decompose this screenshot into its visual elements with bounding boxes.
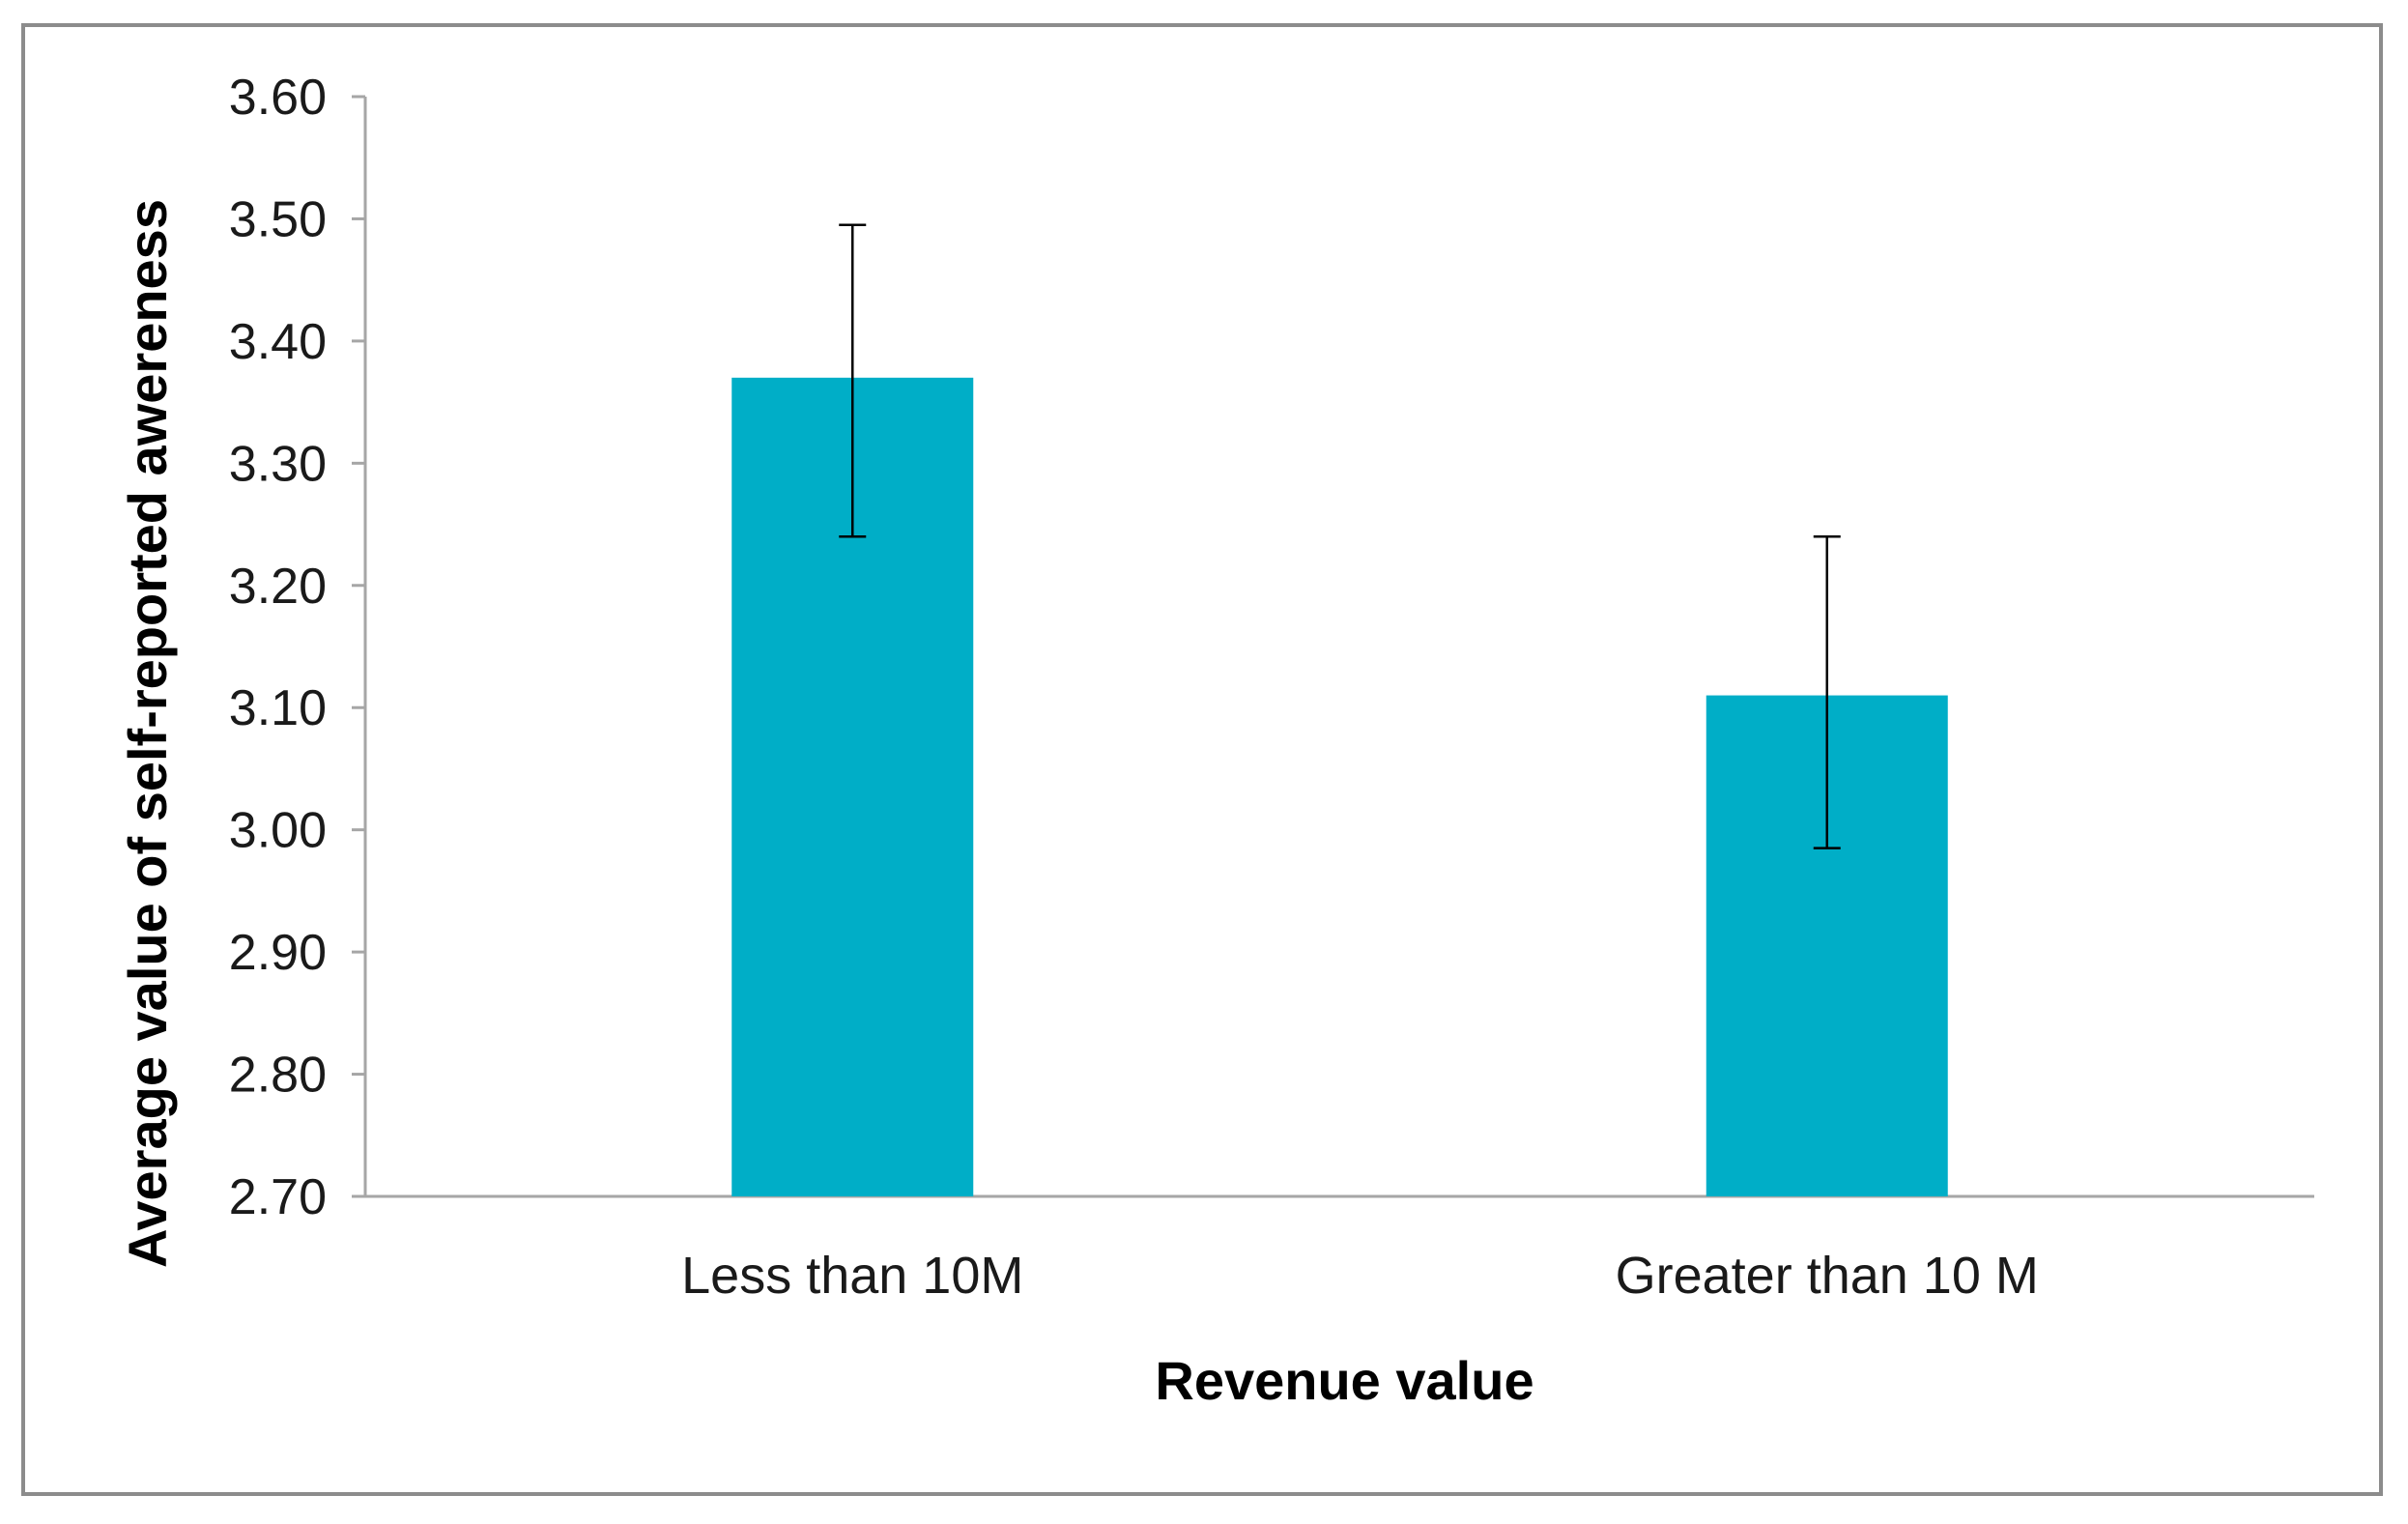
y-tick-label: 2.70: [229, 1169, 327, 1225]
x-category-label: Less than 10M: [681, 1247, 1023, 1305]
y-tick-label: 3.40: [229, 314, 327, 370]
x-axis-title: Revenue value: [1155, 1350, 1534, 1411]
y-axis-title: Average value of self-reported awereness: [117, 199, 178, 1268]
y-tick-label: 3.00: [229, 803, 327, 859]
labels: 2.70 2.80 2.90 3.00 3.10 3.20 3.30 3.40 3.50 3.60…: [117, 70, 2039, 1411]
y-tick-label: 3.30: [229, 436, 327, 492]
x-category-label: Greater than 10 M: [1616, 1247, 2039, 1305]
bars: [731, 377, 1948, 1196]
y-tick-label: 2.90: [229, 925, 327, 981]
y-tick-label: 3.20: [229, 559, 327, 615]
error-bars: [839, 223, 1841, 849]
chart-frame: [21, 23, 2383, 1496]
y-tick-label: 3.60: [229, 70, 327, 126]
axes: [352, 95, 2314, 1198]
y-tick-label: 3.50: [229, 191, 327, 247]
y-tick-label: 3.10: [229, 680, 327, 736]
y-tick-label: 2.80: [229, 1048, 327, 1104]
